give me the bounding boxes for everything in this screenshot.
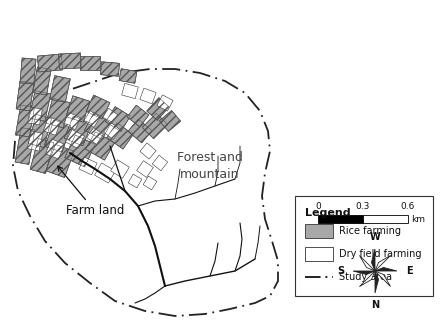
- Polygon shape: [15, 105, 34, 137]
- Text: Farm land: Farm land: [58, 166, 124, 217]
- Polygon shape: [84, 111, 100, 127]
- Polygon shape: [65, 135, 95, 167]
- Polygon shape: [45, 120, 71, 152]
- Bar: [363, 215, 408, 223]
- Polygon shape: [359, 256, 375, 271]
- Polygon shape: [37, 54, 62, 72]
- Text: S: S: [337, 266, 345, 276]
- Polygon shape: [20, 58, 36, 84]
- Polygon shape: [46, 98, 70, 128]
- Polygon shape: [137, 161, 154, 177]
- Polygon shape: [353, 271, 375, 274]
- Text: Forest and
mountain: Forest and mountain: [177, 151, 243, 181]
- Polygon shape: [147, 98, 169, 120]
- Polygon shape: [46, 144, 74, 177]
- Text: Legend: Legend: [305, 208, 351, 218]
- Polygon shape: [140, 88, 156, 104]
- Polygon shape: [128, 119, 152, 143]
- Text: Rice farming: Rice farming: [339, 226, 401, 236]
- Polygon shape: [159, 111, 181, 131]
- Polygon shape: [45, 139, 65, 159]
- Polygon shape: [140, 143, 156, 159]
- Polygon shape: [359, 271, 375, 287]
- Polygon shape: [122, 83, 138, 99]
- Text: Dry field farming: Dry field farming: [339, 249, 422, 259]
- Bar: [305, 224, 333, 238]
- Text: 0.6: 0.6: [401, 202, 415, 211]
- Polygon shape: [84, 113, 111, 140]
- Polygon shape: [143, 176, 157, 190]
- Polygon shape: [29, 115, 51, 148]
- Polygon shape: [33, 67, 51, 95]
- Polygon shape: [85, 132, 114, 160]
- Polygon shape: [66, 129, 84, 149]
- Polygon shape: [28, 107, 42, 125]
- Text: N: N: [371, 300, 379, 310]
- Text: 0.3: 0.3: [356, 202, 370, 211]
- Polygon shape: [375, 271, 391, 287]
- Polygon shape: [103, 108, 117, 124]
- Text: Study area: Study area: [339, 272, 392, 282]
- Polygon shape: [50, 75, 70, 102]
- Text: E: E: [406, 266, 412, 276]
- Polygon shape: [375, 267, 397, 271]
- Polygon shape: [142, 113, 168, 139]
- Polygon shape: [128, 174, 142, 188]
- Text: km: km: [411, 214, 425, 223]
- Polygon shape: [110, 160, 129, 178]
- Polygon shape: [79, 157, 97, 175]
- Polygon shape: [157, 95, 173, 111]
- Polygon shape: [152, 155, 168, 171]
- Polygon shape: [66, 96, 90, 122]
- Bar: [318, 215, 363, 223]
- Polygon shape: [80, 56, 100, 70]
- Polygon shape: [119, 69, 137, 83]
- Polygon shape: [15, 127, 35, 165]
- Polygon shape: [30, 138, 54, 173]
- Polygon shape: [127, 105, 149, 127]
- Polygon shape: [27, 131, 43, 151]
- Text: W: W: [370, 232, 380, 242]
- Polygon shape: [375, 271, 378, 293]
- Polygon shape: [43, 117, 61, 135]
- Polygon shape: [87, 128, 103, 144]
- Polygon shape: [375, 256, 391, 271]
- Polygon shape: [100, 62, 120, 76]
- Polygon shape: [64, 116, 92, 146]
- Polygon shape: [16, 81, 34, 111]
- Bar: [305, 247, 333, 261]
- Polygon shape: [106, 123, 133, 149]
- Polygon shape: [29, 91, 51, 121]
- Bar: [295, 196, 433, 296]
- Polygon shape: [371, 249, 375, 271]
- Polygon shape: [106, 107, 130, 131]
- Polygon shape: [63, 112, 81, 130]
- Polygon shape: [86, 95, 110, 119]
- Polygon shape: [103, 122, 121, 139]
- Polygon shape: [59, 53, 81, 69]
- Text: 0: 0: [315, 202, 321, 211]
- Polygon shape: [95, 163, 115, 183]
